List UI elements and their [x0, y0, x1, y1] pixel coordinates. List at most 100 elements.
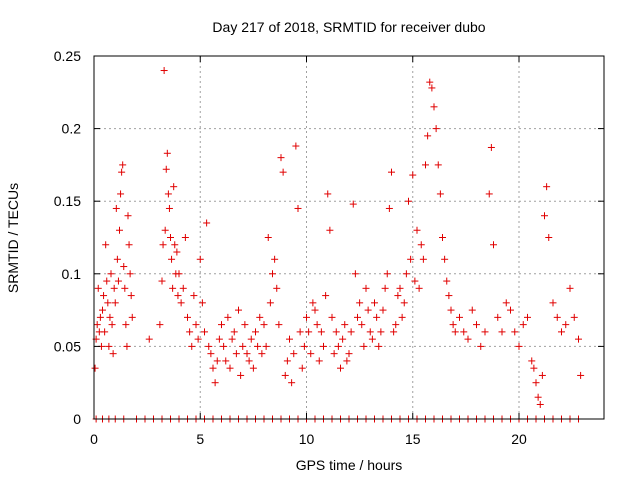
- x-tick-label: 5: [196, 431, 204, 447]
- data-point: [439, 234, 446, 241]
- data-point: [224, 313, 232, 321]
- data-point: [407, 255, 415, 263]
- data-point: [298, 364, 306, 372]
- y-tick-label: 0.1: [62, 266, 82, 282]
- y-tick-label: 0.15: [54, 193, 81, 209]
- data-point: [237, 371, 245, 379]
- y-tick-label: 0.05: [54, 338, 81, 354]
- data-point: [290, 350, 298, 358]
- data-point: [519, 321, 527, 329]
- data-point: [181, 234, 189, 241]
- data-point: [451, 328, 459, 336]
- data-point: [536, 400, 544, 408]
- data-point: [93, 321, 101, 329]
- data-point: [549, 299, 557, 307]
- data-point: [311, 306, 319, 314]
- x-tick-label: 10: [299, 431, 315, 447]
- data-point: [428, 84, 436, 92]
- data-point: [524, 313, 531, 321]
- data-point: [198, 299, 206, 307]
- data-point: [402, 270, 410, 278]
- data-point: [145, 335, 153, 343]
- data-point: [127, 292, 135, 300]
- data-point: [413, 226, 421, 234]
- data-point: [303, 313, 310, 321]
- data-point: [288, 379, 296, 387]
- data-point: [309, 299, 317, 307]
- data-point: [249, 364, 257, 372]
- y-tick-label: 0: [73, 411, 81, 427]
- data-point: [324, 190, 332, 198]
- data-point: [441, 255, 449, 263]
- data-point: [211, 379, 219, 387]
- data-point: [160, 67, 168, 75]
- axes: [93, 55, 605, 420]
- data-point: [422, 161, 429, 169]
- data-point: [558, 328, 565, 336]
- data-point: [167, 234, 174, 241]
- data-point: [184, 313, 191, 321]
- data-point: [188, 342, 196, 350]
- data-point: [126, 270, 134, 278]
- data-point: [394, 292, 402, 300]
- data-point: [109, 350, 117, 358]
- data-point: [120, 263, 128, 271]
- data-point: [349, 200, 357, 208]
- data-point: [373, 313, 381, 321]
- data-point: [528, 357, 536, 365]
- data-point: [383, 270, 391, 278]
- data-point: [409, 171, 417, 179]
- data-point: [562, 321, 570, 329]
- data-point: [530, 364, 538, 372]
- data-point: [322, 292, 330, 300]
- data-point: [379, 306, 387, 314]
- data-point: [320, 342, 327, 350]
- data-point: [125, 241, 133, 249]
- data-point: [110, 284, 118, 292]
- data-point: [96, 313, 104, 321]
- x-tick-label: 15: [405, 431, 421, 447]
- data-point: [436, 190, 444, 198]
- data-point: [158, 277, 166, 285]
- data-point: [339, 335, 347, 343]
- data-point: [228, 335, 236, 343]
- data-point: [262, 342, 270, 350]
- data-point: [119, 161, 127, 169]
- data-point: [392, 321, 400, 329]
- data-point: [252, 328, 259, 336]
- data-point: [485, 190, 493, 198]
- data-point: [358, 321, 366, 329]
- data-point: [258, 350, 266, 358]
- data-point: [286, 335, 293, 343]
- data-point: [165, 204, 173, 212]
- data-point: [163, 149, 171, 157]
- data-point: [108, 321, 116, 329]
- x-tick-label: 20: [511, 431, 527, 447]
- data-point: [502, 299, 510, 307]
- data-point: [102, 241, 110, 249]
- data-point: [277, 154, 285, 162]
- data-point: [449, 321, 457, 329]
- data-point: [256, 313, 264, 321]
- data-point: [91, 364, 99, 372]
- data-point: [174, 292, 182, 300]
- data-point: [494, 313, 502, 321]
- data-point: [577, 371, 585, 379]
- data-point: [460, 328, 468, 336]
- data-point: [161, 226, 169, 234]
- data-point: [271, 255, 279, 263]
- x-tick-label: 0: [90, 431, 98, 447]
- data-point: [118, 168, 126, 176]
- data-point: [332, 328, 340, 336]
- data-point: [566, 284, 574, 292]
- data-point: [173, 248, 181, 256]
- data-point: [292, 142, 300, 150]
- data-point: [337, 364, 344, 372]
- data-point: [543, 183, 551, 191]
- data-point: [226, 364, 234, 372]
- data-point: [498, 328, 506, 336]
- y-tick-label: 0.2: [62, 121, 82, 137]
- y-axis-label: SRMTID / TECUs: [5, 183, 21, 293]
- data-point: [190, 292, 198, 300]
